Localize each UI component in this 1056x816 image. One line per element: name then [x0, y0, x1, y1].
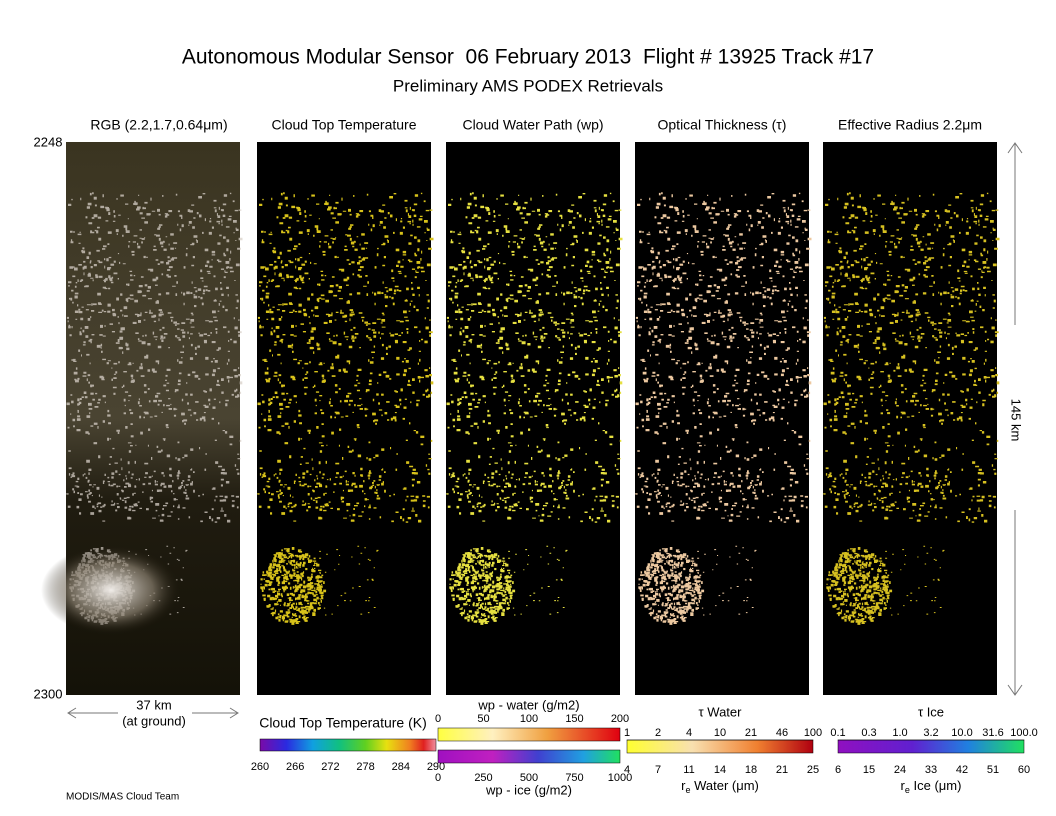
colorbar-tick-label: 1.0	[892, 727, 907, 739]
colorbar-tick-label: 15	[863, 764, 875, 776]
title-part: r	[901, 778, 906, 793]
colorbar-tick-label: 500	[520, 772, 538, 784]
colorbar-tick-label: 0.3	[861, 727, 876, 739]
colorbar-tick-label: 21	[745, 727, 757, 739]
subtitle: Preliminary AMS PODEX Retrievals	[393, 76, 663, 95]
credit: MODIS/MAS Cloud Team	[66, 792, 179, 803]
colorbar-tick-label: 18	[745, 764, 757, 776]
colorbar-tick-label: 4	[686, 727, 692, 739]
colorbar-tick-label: 1000	[608, 772, 632, 784]
colorbar-tick-label: 278	[356, 761, 374, 773]
colorbar-tick-label: 21	[776, 764, 788, 776]
colorbar-tick-label: 2	[655, 727, 661, 739]
panel-title: Cloud Water Path (wp)	[462, 117, 603, 133]
panel-title: Optical Thickness (τ)	[658, 117, 787, 133]
colorbar-title: Cloud Top Temperature (K)	[259, 715, 427, 731]
colorbar	[437, 749, 621, 764]
colorbar-tick-label: 260	[251, 761, 269, 773]
colorbar-tick-label: 0	[435, 713, 441, 725]
scale-label: 145 km	[1009, 399, 1024, 442]
colorbar-tick-label: 100.0	[1010, 727, 1038, 739]
title-subscript: e	[685, 785, 690, 795]
colorbar-tick-label: 7	[655, 764, 661, 776]
title-part: Ice (μm)	[910, 778, 962, 793]
time-label: 2248	[34, 134, 63, 149]
colorbar-tick-label: 250	[474, 772, 492, 784]
cloud-texture	[823, 192, 1000, 625]
cloud-texture	[446, 192, 623, 625]
colorbar-tick-label: 272	[321, 761, 339, 773]
colorbar-tick-label: 50	[477, 713, 489, 725]
cloud-texture	[635, 192, 812, 625]
colorbar-tick-label: 284	[392, 761, 410, 773]
colorbar-tick-label: 1	[624, 727, 630, 739]
colorbar-tick-label: 31.6	[982, 727, 1003, 739]
colorbar	[437, 727, 621, 742]
colorbar-tick-label: 51	[987, 764, 999, 776]
colorbar-title: re Ice (μm)	[901, 778, 962, 795]
colorbar	[259, 738, 437, 752]
cloud-bright	[41, 545, 181, 635]
colorbar-title: τ Ice	[918, 704, 944, 719]
colorbar-title: wp - ice (g/m2)	[485, 782, 572, 797]
title-part: r	[681, 778, 686, 793]
colorbar-title: re Water (μm)	[681, 778, 759, 795]
title-subscript: e	[905, 785, 910, 795]
panel-title: RGB (2.2,1.7,0.64μm)	[90, 117, 227, 133]
colorbar-tick-label: 290	[427, 761, 445, 773]
colorbar-tick-label: 4	[624, 764, 630, 776]
colorbar-tick-label: 266	[286, 761, 304, 773]
colorbar-tick-label: 11	[683, 764, 694, 776]
colorbar-tick-label: 25	[807, 764, 819, 776]
colorbar	[626, 739, 814, 754]
colorbar-tick-label: 0	[435, 772, 441, 784]
colorbar-tick-label: 24	[894, 764, 906, 776]
colorbar-tick-label: 14	[714, 764, 726, 776]
colorbar-tick-label: 46	[776, 727, 788, 739]
scale-label: (at ground)	[122, 713, 186, 728]
colorbar-tick-label: 10.0	[951, 727, 972, 739]
title: Autonomous Modular Sensor 06 February 20…	[182, 46, 874, 69]
colorbar-tick-label: 3.2	[923, 727, 938, 739]
colorbar-tick-label: 100	[804, 727, 822, 739]
width-arrow	[67, 707, 239, 719]
title-part: Water (μm)	[690, 778, 758, 793]
colorbar-title: wp - water (g/m2)	[477, 697, 579, 712]
panel-title: Cloud Top Temperature	[271, 117, 416, 133]
colorbar	[837, 739, 1025, 754]
colorbar-tick-label: 100	[520, 713, 538, 725]
length-arrow	[1007, 142, 1023, 696]
cloud-texture	[66, 192, 243, 625]
colorbar-tick-label: 150	[565, 713, 583, 725]
colorbar-tick-label: 60	[1018, 764, 1030, 776]
colorbar-tick-label: 6	[835, 764, 841, 776]
colorbar-tick-label: 10	[714, 727, 726, 739]
colorbar-tick-label: 200	[611, 713, 629, 725]
colorbar-tick-label: 750	[565, 772, 583, 784]
colorbar-tick-label: 42	[956, 764, 968, 776]
colorbar-tick-label: 33	[925, 764, 937, 776]
cloud-texture	[257, 192, 434, 625]
colorbar-title: τ Water	[699, 704, 743, 719]
scale-label: 37 km	[136, 697, 171, 712]
colorbar-tick-label: 0.1	[830, 727, 845, 739]
time-label: 2300	[34, 686, 63, 701]
panel-title: Effective Radius 2.2μm	[838, 117, 982, 133]
